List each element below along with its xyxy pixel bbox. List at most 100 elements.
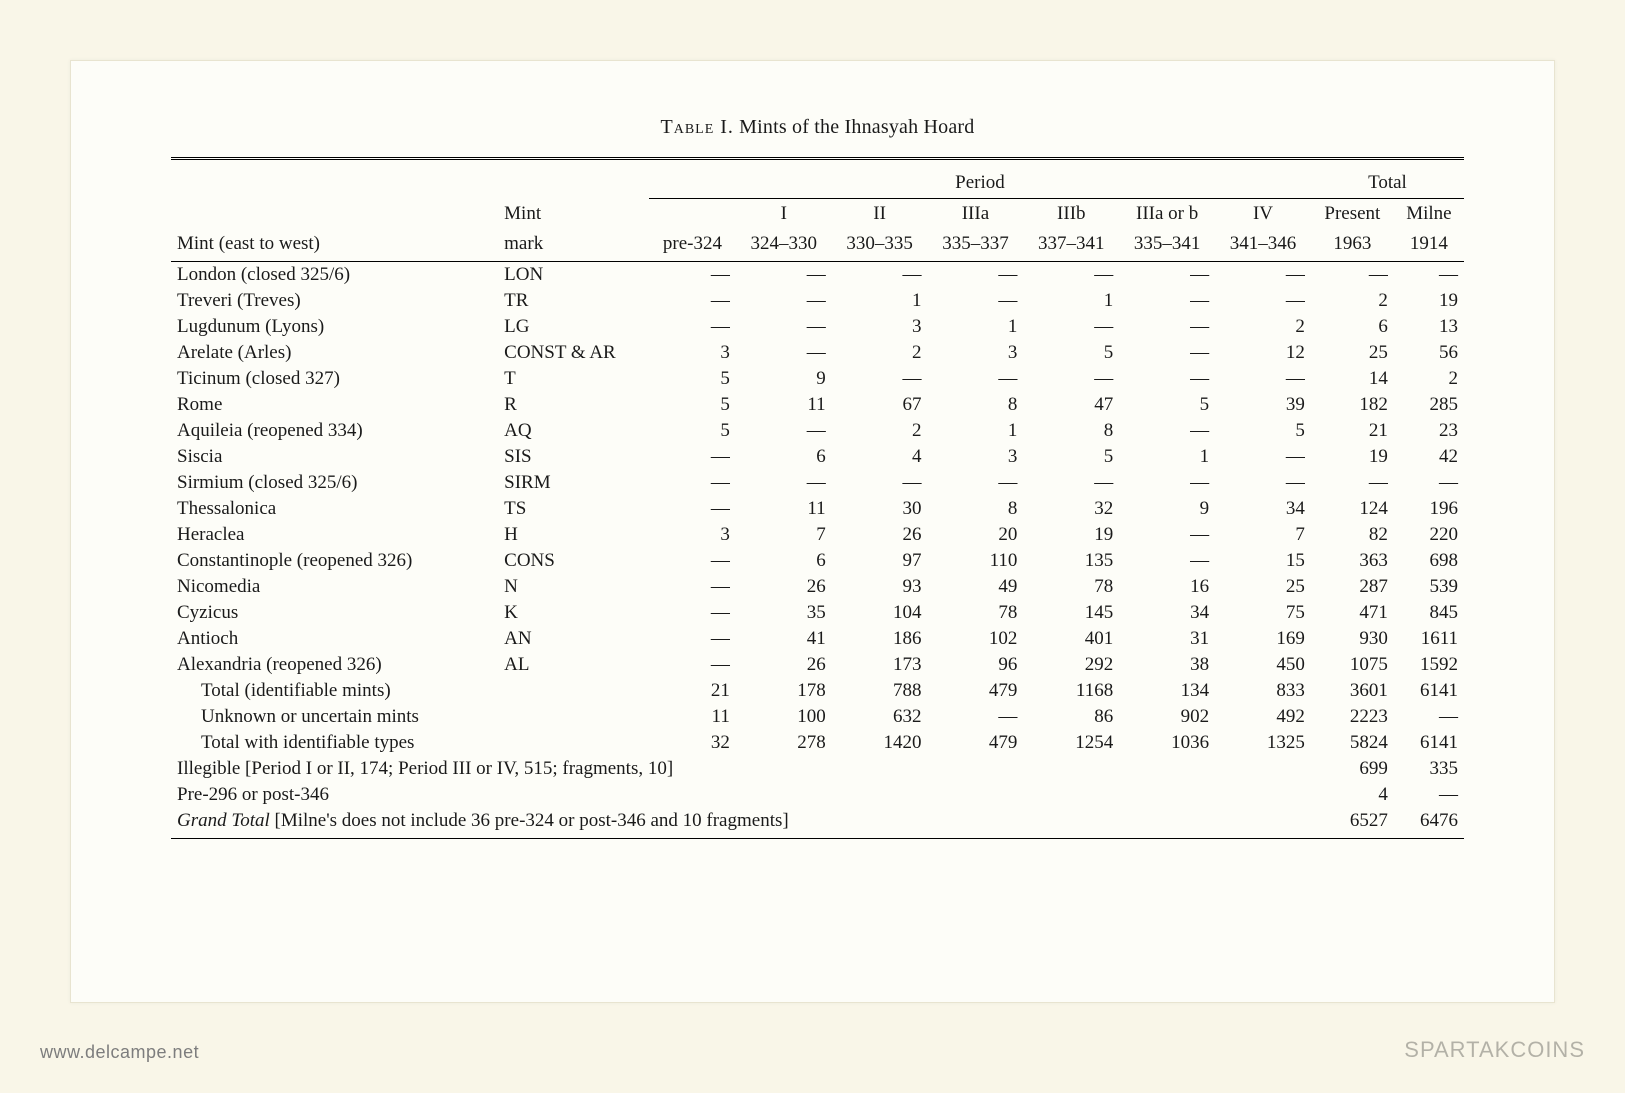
header-top-rule [171, 159, 1464, 169]
mint-mark-cell: AN [498, 626, 649, 652]
mint-mark-cell: SIRM [498, 470, 649, 496]
value-cell: 20 [928, 522, 1024, 548]
table-head: Period Total Mint I II IIIa IIIb IIIa or… [171, 159, 1464, 262]
value-cell: 287 [1311, 574, 1394, 600]
value-cell: 93 [832, 574, 928, 600]
value-cell: — [649, 652, 736, 678]
mint-mark-cell: N [498, 574, 649, 600]
value-cell: 32 [649, 730, 736, 756]
value-cell: 698 [1394, 548, 1464, 574]
value-cell: 1 [832, 288, 928, 314]
value-cell: 1420 [832, 730, 928, 756]
mint-mark-cell: LG [498, 314, 649, 340]
table-row: CyzicusK—35104781453475471845 [171, 600, 1464, 626]
mint-mark-cell: H [498, 522, 649, 548]
value-cell: — [1023, 470, 1119, 496]
value-cell: 86 [1023, 704, 1119, 730]
mint-cell: Alexandria (reopened 326) [171, 652, 498, 678]
value-cell: 5824 [1311, 730, 1394, 756]
table-body: London (closed 325/6)LON—————————Treveri… [171, 262, 1464, 839]
value-cell: 479 [928, 730, 1024, 756]
value-cell: 1325 [1215, 730, 1311, 756]
value-cell: — [649, 470, 736, 496]
value-cell: — [1119, 288, 1215, 314]
mint-mark-cell: CONS [498, 548, 649, 574]
value-cell: — [1119, 262, 1215, 289]
value-cell: 30 [832, 496, 928, 522]
table-span-row: Pre-296 or post-3464— [171, 782, 1464, 808]
value-cell: 11 [649, 704, 736, 730]
table-row: Sirmium (closed 325/6)SIRM————————— [171, 470, 1464, 496]
value-cell: 12 [1215, 340, 1311, 366]
value-cell: — [649, 626, 736, 652]
value-cell: 3 [649, 340, 736, 366]
value-cell: — [1394, 262, 1464, 289]
value-cell: 401 [1023, 626, 1119, 652]
value-cell: — [1311, 262, 1394, 289]
value-cell: 6476 [1394, 808, 1464, 839]
value-cell: — [649, 548, 736, 574]
mint-mark-cell: AL [498, 652, 649, 678]
value-cell: 5 [1023, 444, 1119, 470]
value-cell: 833 [1215, 678, 1311, 704]
value-cell: 97 [832, 548, 928, 574]
value-cell: — [1215, 262, 1311, 289]
value-cell: — [928, 262, 1024, 289]
mint-cell: Thessalonica [171, 496, 498, 522]
value-cell: 5 [1215, 418, 1311, 444]
mint-mark-cell: TS [498, 496, 649, 522]
table-span-row: Grand Total [Milne's does not include 36… [171, 808, 1464, 839]
value-cell: — [1023, 366, 1119, 392]
mints-table: Period Total Mint I II IIIa IIIb IIIa or… [171, 157, 1464, 839]
value-cell: 1 [928, 418, 1024, 444]
table-row: Alexandria (reopened 326)AL—261739629238… [171, 652, 1464, 678]
value-cell: 6527 [1311, 808, 1394, 839]
value-cell: 2 [832, 418, 928, 444]
value-cell: 134 [1119, 678, 1215, 704]
value-cell: 102 [928, 626, 1024, 652]
table-row: London (closed 325/6)LON————————— [171, 262, 1464, 289]
value-cell: 220 [1394, 522, 1464, 548]
value-cell: 41 [736, 626, 832, 652]
header-labels-top: Mint I II IIIa IIIb IIIa or b IV Present… [171, 199, 1464, 230]
table-row: Aquileia (reopened 334)AQ5—218—52123 [171, 418, 1464, 444]
mint-cell: Arelate (Arles) [171, 340, 498, 366]
watermark-left: www.delcampe.net [40, 1042, 199, 1063]
value-cell: — [649, 444, 736, 470]
value-cell: 492 [1215, 704, 1311, 730]
value-cell: 21 [1311, 418, 1394, 444]
value-cell: 3601 [1311, 678, 1394, 704]
value-cell: 32 [1023, 496, 1119, 522]
value-cell: 3 [832, 314, 928, 340]
mint-cell: Siscia [171, 444, 498, 470]
value-cell: 178 [736, 678, 832, 704]
value-cell: 9 [736, 366, 832, 392]
value-cell: 902 [1119, 704, 1215, 730]
header-labels-bottom: Mint (east to west) mark pre-324 324–330… [171, 229, 1464, 262]
value-cell: — [649, 262, 736, 289]
value-cell: 8 [1023, 418, 1119, 444]
value-cell: 1592 [1394, 652, 1464, 678]
table-row: HeracleaH37262019—782220 [171, 522, 1464, 548]
value-cell: 23 [1394, 418, 1464, 444]
value-cell: 1 [1023, 288, 1119, 314]
value-cell: 78 [1023, 574, 1119, 600]
value-cell: 31 [1119, 626, 1215, 652]
value-cell: 56 [1394, 340, 1464, 366]
value-cell: — [736, 314, 832, 340]
value-cell: 124 [1311, 496, 1394, 522]
value-cell: 82 [1311, 522, 1394, 548]
value-cell: 3 [928, 444, 1024, 470]
table-row: RomeR51167847539182285 [171, 392, 1464, 418]
watermark-right: SPARTAKCOINS [1404, 1037, 1585, 1063]
value-cell: 450 [1215, 652, 1311, 678]
table-row: Total (identifiable mints)21178788479116… [171, 678, 1464, 704]
mint-cell: Ticinum (closed 327) [171, 366, 498, 392]
value-cell: — [649, 600, 736, 626]
value-cell: 39 [1215, 392, 1311, 418]
value-cell: 104 [832, 600, 928, 626]
value-cell: — [1311, 470, 1394, 496]
value-cell: — [1394, 782, 1464, 808]
mint-mark-cell: T [498, 366, 649, 392]
table-row: Ticinum (closed 327)T59—————142 [171, 366, 1464, 392]
